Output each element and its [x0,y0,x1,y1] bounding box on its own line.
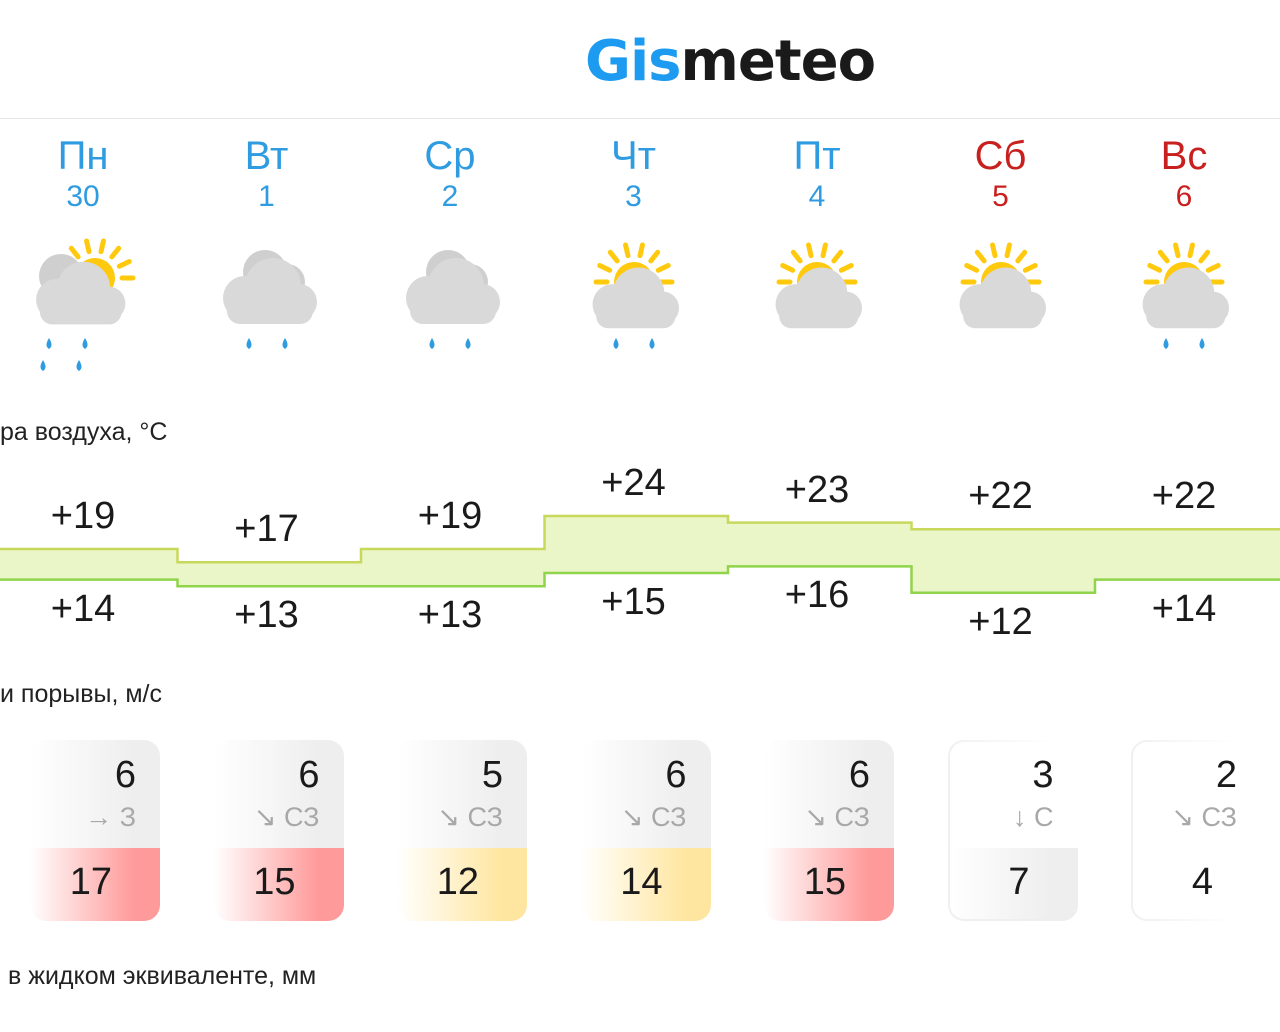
wind-speed: 6 [114,754,136,796]
temp-max-4: +23 [784,468,850,511]
day-date: 1 [258,180,275,213]
temperature-chart [0,514,1280,595]
wind-card-4: 6 ↘ СЗ 15 [764,740,894,921]
wind-direction: ↓ С [1013,802,1054,832]
section-label-wind: и порывы, м/с [0,680,162,708]
temp-min-2: +13 [417,594,483,637]
gismeteo-logo[interactable]: Gismeteo [585,28,877,96]
wind-gust: 4 [1191,861,1213,903]
wind-gust: 15 [253,861,296,903]
wind-direction: ↘ СЗ [1171,802,1237,832]
logo-part-meteo: meteo [680,29,877,94]
temp-max-1: +17 [234,508,299,551]
day-name: Сб [974,134,1027,178]
wind-gust: 17 [69,861,112,903]
temp-max-line [0,514,1280,564]
day-date: 5 [992,180,1009,213]
wind-gust: 7 [1008,861,1030,903]
cloudy-rain-icon [406,250,500,349]
sun-cloud-icon [959,242,1046,329]
wind-direction: ↘ СЗ [804,802,870,832]
day-date: 4 [808,180,826,213]
day-column-0[interactable]: Пн 30 [0,134,175,216]
wind-speed: 2 [1215,754,1237,796]
cloudy-rain-icon [222,250,317,349]
sun-cloud-rain-icon [592,242,679,349]
day-column-4[interactable]: Пт 4 [725,134,909,216]
day-name: Вс [1160,134,1208,178]
wind-card-1: 6 ↘ СЗ 15 [213,740,344,921]
day-name: Пн [57,134,109,178]
day-date: 6 [1175,180,1193,213]
wind-speed: 5 [481,754,503,796]
day-column-1[interactable]: Вт 1 [175,134,359,216]
wind-card-0: 6 → З 17 [30,740,160,921]
header: Gismeteo [0,0,1280,119]
day-name: Чт [611,134,656,178]
day-name: Пт [793,134,841,178]
day-date: 30 [66,180,100,213]
temp-min-3: +15 [601,581,666,623]
section-label-precipitation: в жидком эквиваленте, мм [8,962,317,990]
wind-card-3: 6 ↘ СЗ 14 [580,740,711,921]
wind-card-5: 3 ↓ С 7 [947,740,1078,921]
section-label-temperature: ра воздуха, °C [0,418,168,446]
wind-card-2: 5 ↘ СЗ 12 [397,740,527,921]
day-column-3[interactable]: Чт 3 [542,134,726,216]
day-column-6[interactable]: Вс 6 [1092,134,1276,216]
day-column-5[interactable]: Сб 5 [909,134,1093,216]
wind-card-6: 2 ↘ СЗ 4 [1131,740,1261,921]
wind-speed: 6 [848,754,870,796]
day-column-2[interactable]: Ср 2 [358,134,542,216]
wind-speed: 3 [1032,754,1054,796]
temp-min-6: +14 [1151,587,1217,630]
temp-min-line [0,565,1280,595]
sun-cloud-rain-icon [1142,242,1230,349]
temp-min-0: +14 [50,587,116,630]
wind-direction: ↘ СЗ [620,802,687,832]
temp-min-4: +16 [784,574,850,617]
partly-cloudy-rain-icon [36,238,136,371]
wind-direction: ↘ СЗ [437,802,503,832]
wind-gust: 14 [620,861,663,903]
wind-direction: ↘ СЗ [253,802,320,832]
temp-max-0: +19 [50,495,116,537]
logo-part-gis: Gis [585,29,681,94]
sun-cloud-icon [775,242,863,329]
temp-max-3: +24 [601,462,666,504]
wind-gust: 12 [436,861,479,903]
temp-max-2: +19 [417,495,483,537]
day-date: 3 [625,180,642,213]
temp-max-5: +22 [968,475,1033,518]
wind-speed: 6 [298,754,320,796]
temp-min-5: +12 [968,600,1033,643]
wind-speed: 6 [665,754,687,796]
temp-min-1: +13 [234,594,299,637]
wind-gust: 15 [803,861,846,903]
wind-direction: → З [85,802,136,832]
day-name: Ср [424,134,476,178]
day-date: 2 [441,180,459,213]
temp-max-6: +22 [1151,475,1217,518]
day-name: Вт [244,134,289,178]
